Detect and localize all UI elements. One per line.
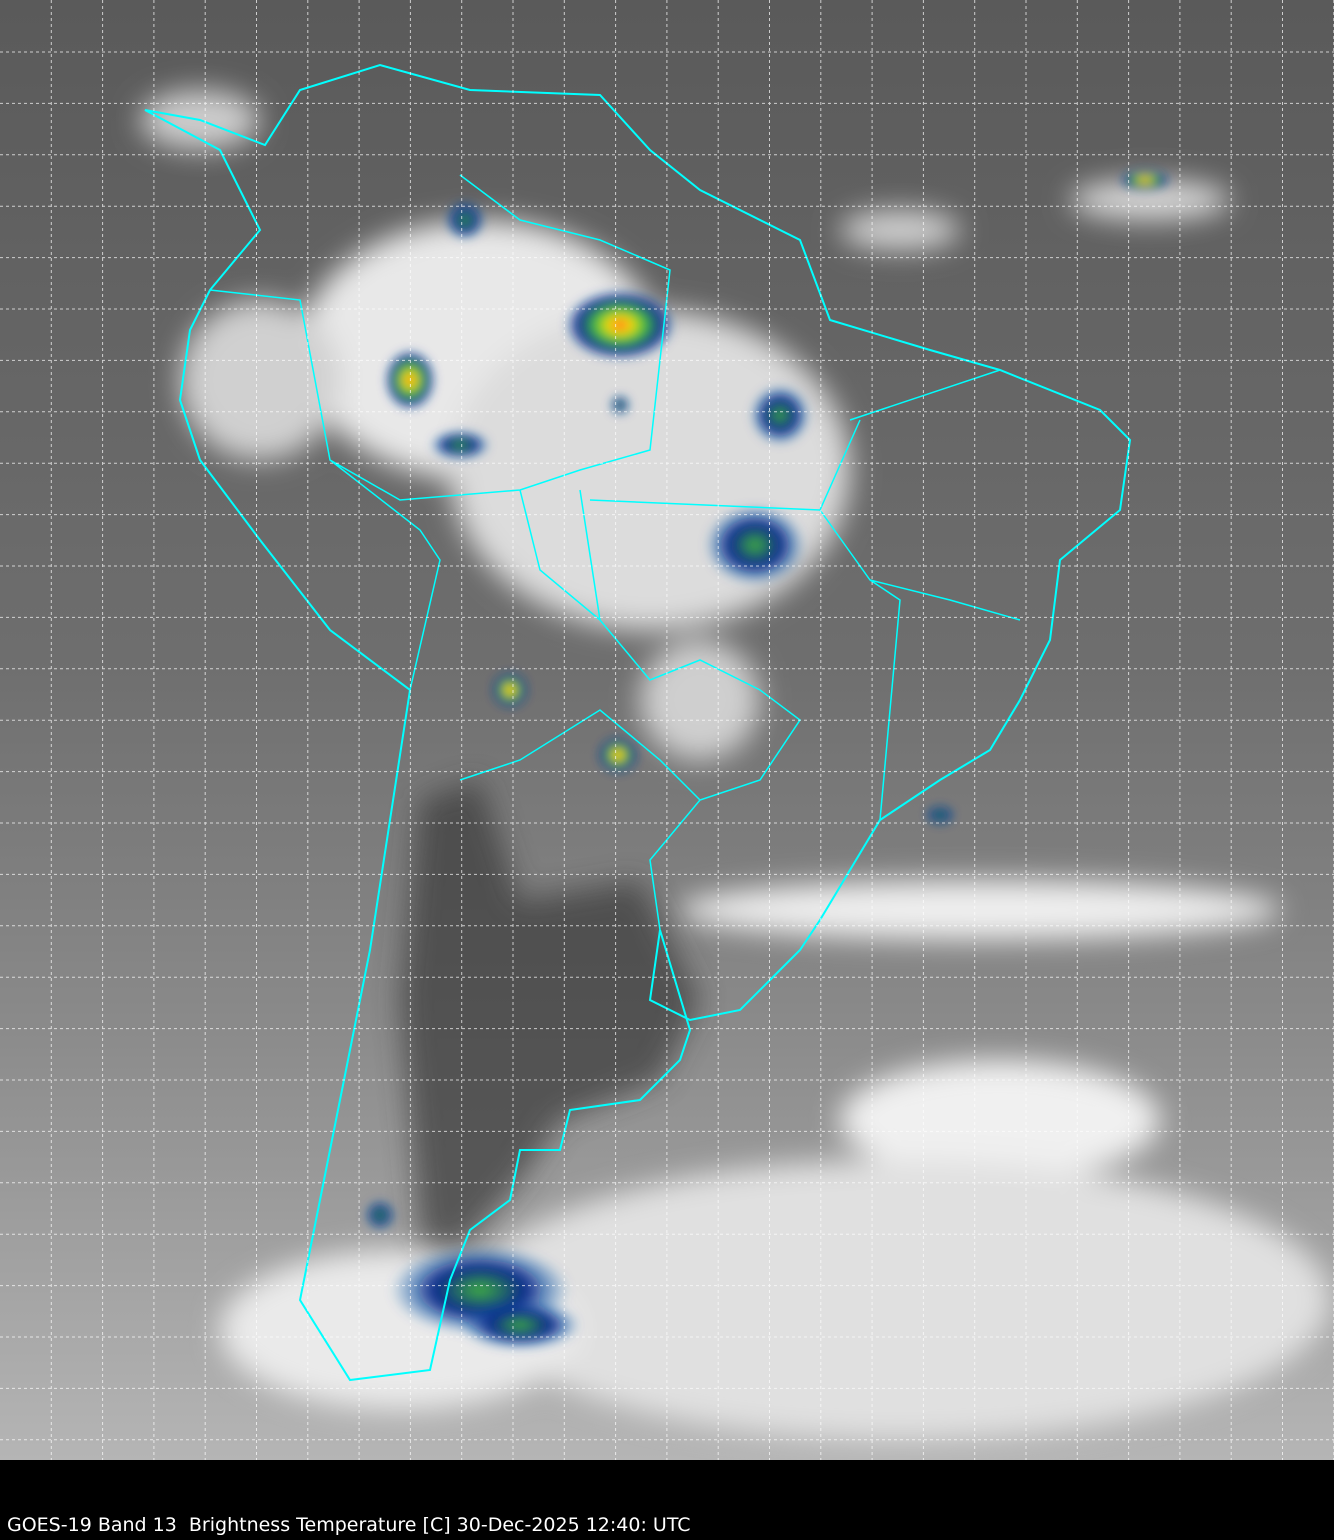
land-interior	[400, 780, 700, 1250]
cloud-mass	[680, 880, 1280, 940]
cloud-mass	[840, 210, 960, 250]
cloud-mass	[840, 1060, 1160, 1180]
cloud-mass	[470, 1160, 1330, 1440]
figure-caption: GOES-19 Band 13 Brightness Temperature […	[7, 1514, 691, 1536]
convective-cloud-top	[445, 200, 485, 240]
satellite-image-map	[0, 0, 1334, 1460]
cloud-mass	[450, 310, 850, 630]
cloud-mass	[180, 300, 340, 460]
convective-cloud-top	[492, 672, 528, 708]
convective-cloud-top	[750, 385, 810, 445]
coastline-south-america	[144, 63, 1132, 1382]
convective-cloud-top	[705, 505, 805, 585]
convective-cloud-top	[610, 395, 630, 415]
convective-cloud-top	[925, 805, 955, 825]
convective-cloud-top	[460, 1300, 580, 1350]
convective-cloud-top	[1120, 170, 1170, 190]
convective-cloud-top	[430, 430, 490, 460]
cloud-mass	[1070, 180, 1230, 220]
lat-lon-grid	[0, 0, 1334, 1460]
cloud-mass	[640, 640, 760, 760]
cloud-layer	[140, 90, 1330, 1440]
convective-cloud-top	[598, 737, 638, 773]
convective-cloud-top	[365, 1200, 395, 1230]
country-borders	[209, 174, 1021, 931]
convective-cloud-top	[565, 290, 675, 360]
